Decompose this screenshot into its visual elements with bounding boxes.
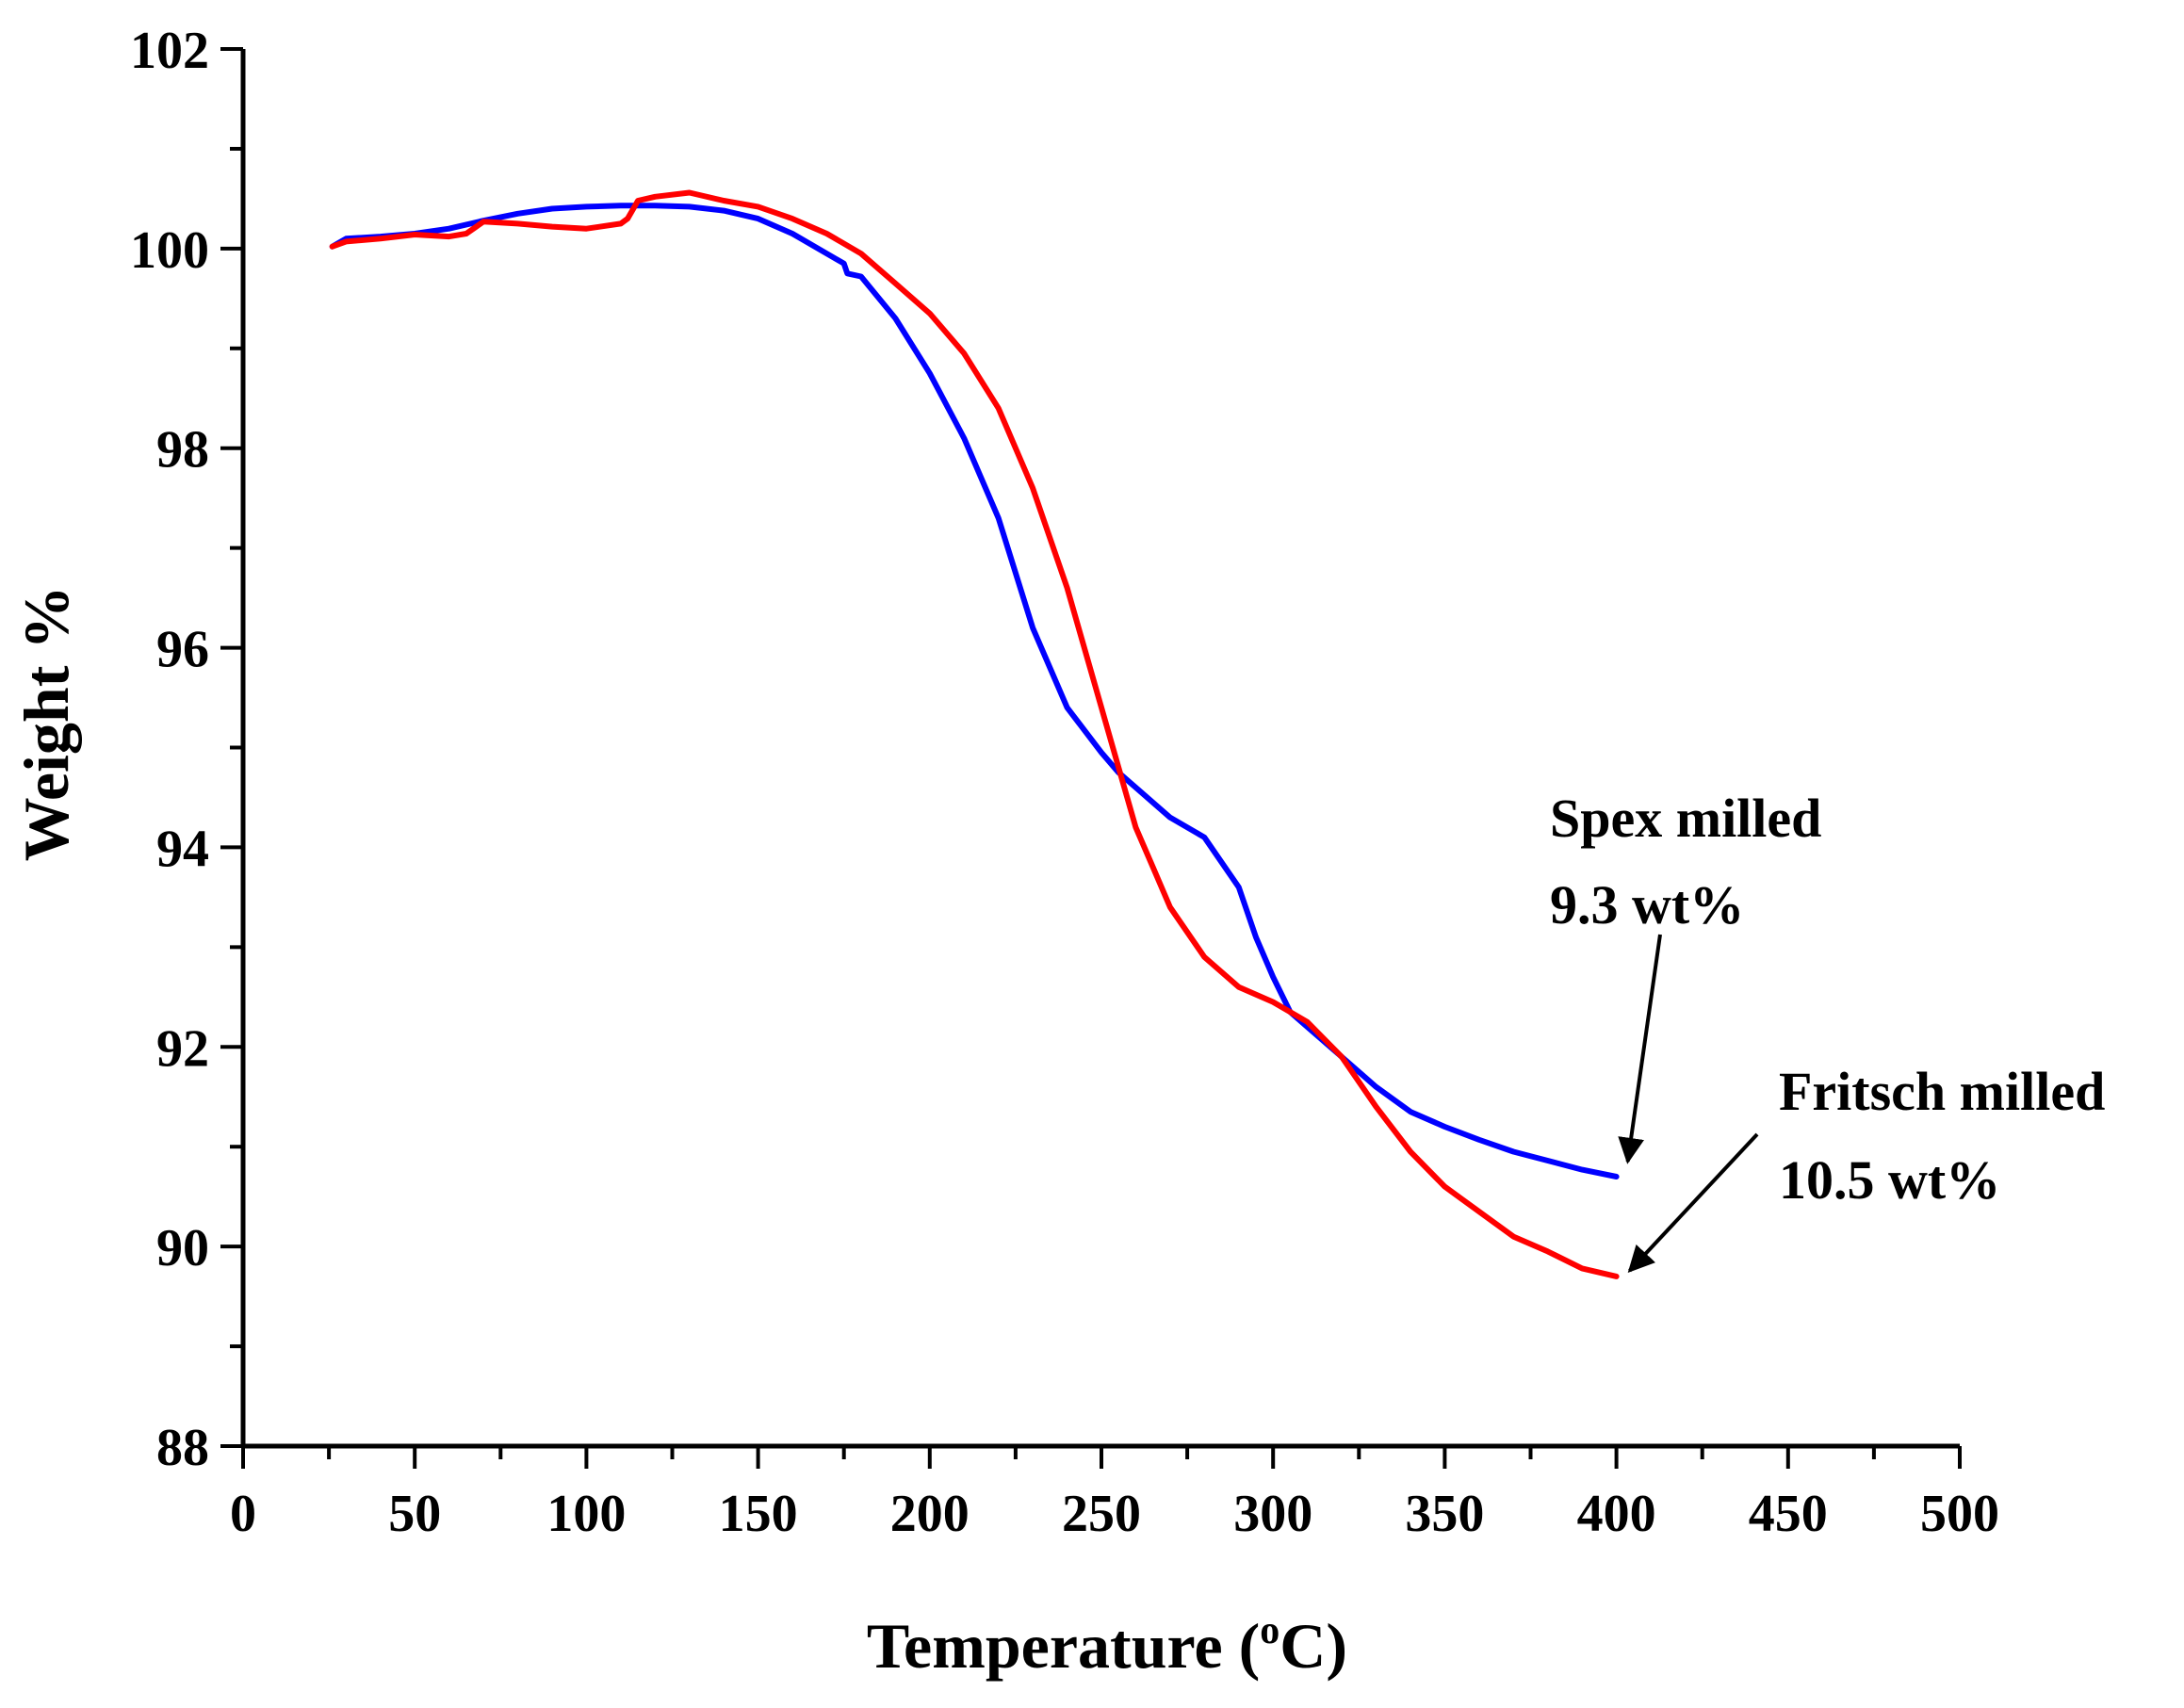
y-tick-label: 92 [156,1019,209,1078]
y-tick-label: 90 [156,1219,209,1277]
spex-annotation-line2: 9.3 wt% [1550,874,1744,935]
x-tick-label: 100 [546,1485,626,1543]
x-tick-label: 50 [388,1485,441,1543]
fritsch-annotation-arrow [1627,1132,1759,1273]
y-tick-label: 102 [130,22,209,80]
spex-annotation-line1: Spex milled [1550,788,1821,849]
x-tick-label: 450 [1749,1485,1828,1543]
x-axis-title-sup: o [1260,1609,1279,1652]
x-tick-label: 250 [1062,1485,1141,1543]
fritsch-annotation-line2: 10.5 wt% [1779,1149,2000,1211]
y-tick-label: 100 [130,221,209,280]
y-tick-label: 94 [156,820,209,878]
series-line-fritsch-milled [329,189,1620,1279]
x-axis-title: Temperature (oC) [867,1609,1347,1682]
x-tick-label: 150 [719,1485,798,1543]
x-tick-label: 0 [230,1485,256,1543]
x-axis-title-unit: C) [1279,1610,1347,1682]
spex-annotation-arrow [1618,934,1662,1164]
y-axis-title: Weight % [10,586,82,862]
y-tick-label: 88 [156,1419,209,1477]
fritsch-annotation-line1: Fritsch milled [1779,1061,2105,1122]
x-tick-label: 400 [1577,1485,1656,1543]
x-tick-label: 300 [1233,1485,1312,1543]
x-tick-label: 350 [1405,1485,1484,1543]
x-axis-title-main: Temperature ( [867,1610,1260,1682]
annotations: Spex milled 9.3 wt% Fritsch milled 10.5 wt% [1550,788,2105,1273]
fritsch-annotation: Fritsch milled 10.5 wt% [1627,1061,2105,1273]
y-tick-label: 98 [156,421,209,480]
spex-annotation: Spex milled 9.3 wt% [1550,788,1821,1164]
series-layer [329,189,1620,1279]
series-line-spex-milled [329,203,1620,1179]
axes: 0 50 100 150 200 250 300 350 400 450 500 88 90 92 94 96… [130,22,1999,1543]
y-tick-label: 96 [156,621,209,679]
x-tick-label: 200 [890,1485,970,1543]
x-tick-label: 500 [1920,1485,1999,1543]
